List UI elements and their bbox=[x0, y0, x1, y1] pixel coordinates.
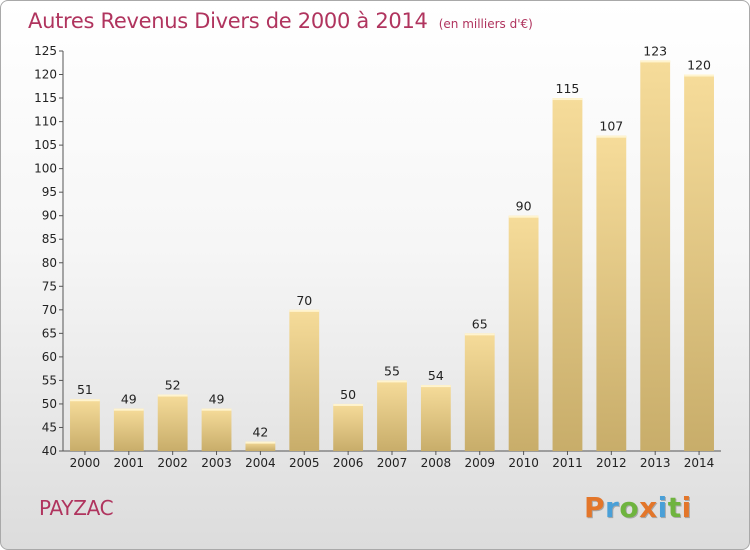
chart-title-row: Autres Revenus Divers de 2000 à 2014 (en… bbox=[28, 9, 533, 33]
bar-top-highlight bbox=[70, 399, 100, 402]
x-tick-label: 2014 bbox=[684, 456, 715, 470]
value-labels-group: 51 49 52 49 42 70 50 55 54 65 90 115 107 123 120 bbox=[77, 43, 711, 439]
y-tick-label: 115 bbox=[34, 91, 57, 105]
data-label: 42 bbox=[252, 425, 268, 440]
bar bbox=[420, 385, 451, 451]
bar-top-highlight bbox=[464, 333, 495, 336]
bar bbox=[552, 98, 583, 451]
y-tick-label: 95 bbox=[42, 185, 57, 199]
y-tick-label: 100 bbox=[34, 162, 57, 176]
x-tick-label: 2010 bbox=[508, 456, 539, 470]
x-tick-label: 2000 bbox=[70, 456, 101, 470]
x-tick-label: 2009 bbox=[464, 456, 495, 470]
x-tick-label: 2007 bbox=[377, 456, 408, 470]
town-name: PAYZAC bbox=[39, 496, 114, 520]
logo-letter: o bbox=[619, 491, 640, 524]
bar-top-highlight bbox=[508, 215, 539, 218]
x-tick-label: 2003 bbox=[201, 456, 232, 470]
x-tick-label: 2013 bbox=[640, 456, 671, 470]
y-tick-label: 125 bbox=[34, 44, 57, 58]
x-tick-label: 2011 bbox=[552, 456, 583, 470]
y-tick-label: 60 bbox=[42, 350, 57, 364]
x-axis: 2000 2001 2002 2003 2004 2005 2006 2007 2008 2009… bbox=[63, 450, 721, 470]
bars-group bbox=[70, 60, 714, 452]
bar bbox=[377, 380, 407, 451]
x-tick-label: 2001 bbox=[114, 456, 145, 470]
bar-top-highlight bbox=[552, 98, 583, 101]
data-label: 70 bbox=[296, 293, 312, 308]
bar bbox=[157, 394, 188, 451]
x-tick-label: 2004 bbox=[245, 456, 276, 470]
bar-top-highlight bbox=[245, 441, 276, 444]
bar bbox=[201, 408, 232, 451]
bar-top-highlight bbox=[157, 394, 188, 397]
y-tick-label: 50 bbox=[42, 397, 57, 411]
y-tick-label: 70 bbox=[42, 303, 57, 317]
data-label: 52 bbox=[165, 378, 181, 393]
logo-letter: x bbox=[639, 491, 658, 524]
data-label: 50 bbox=[340, 387, 356, 402]
bar-top-highlight bbox=[377, 380, 407, 383]
bar-top-highlight bbox=[289, 309, 320, 312]
bar bbox=[333, 403, 364, 451]
proxiti-logo[interactable]: Proxiti bbox=[584, 491, 692, 524]
bar bbox=[508, 215, 539, 451]
data-label: 55 bbox=[384, 363, 400, 378]
bar bbox=[464, 333, 495, 451]
y-tick-label: 85 bbox=[42, 232, 57, 246]
data-label: 115 bbox=[556, 81, 580, 96]
y-tick-label: 75 bbox=[42, 279, 57, 293]
bar bbox=[289, 309, 320, 451]
data-label: 90 bbox=[516, 199, 532, 214]
bar-top-highlight bbox=[201, 408, 232, 411]
bar bbox=[684, 74, 714, 451]
bar-top-highlight bbox=[420, 385, 451, 388]
data-label: 123 bbox=[643, 43, 667, 58]
x-tick-label: 2008 bbox=[421, 456, 452, 470]
data-label: 120 bbox=[687, 58, 711, 73]
logo-letter: t bbox=[667, 491, 682, 524]
y-tick-label: 90 bbox=[42, 209, 57, 223]
y-tick-label: 120 bbox=[34, 68, 57, 82]
logo-letter: r bbox=[605, 491, 620, 524]
x-tick-label: 2012 bbox=[596, 456, 627, 470]
y-tick-label: 45 bbox=[42, 420, 57, 434]
chart-title: Autres Revenus Divers de 2000 à 2014 bbox=[28, 9, 428, 33]
y-tick-label: 110 bbox=[34, 115, 57, 129]
bar-top-highlight bbox=[113, 408, 144, 411]
y-axis: 40 45 50 55 60 65 70 75 80 85 90 95 100 105 110 115 120 1… bbox=[34, 44, 64, 458]
bar bbox=[70, 399, 100, 451]
data-label: 51 bbox=[77, 382, 93, 397]
bar-top-highlight bbox=[333, 403, 364, 406]
bar-top-highlight bbox=[596, 135, 627, 138]
data-label: 107 bbox=[599, 119, 623, 134]
bar-top-highlight bbox=[684, 74, 714, 77]
x-tick-label: 2005 bbox=[289, 456, 320, 470]
x-tick-label: 2002 bbox=[157, 456, 188, 470]
y-tick-label: 55 bbox=[42, 373, 57, 387]
y-tick-label: 105 bbox=[34, 138, 57, 152]
y-tick-label: 40 bbox=[42, 444, 57, 458]
bar bbox=[596, 135, 627, 452]
data-label: 49 bbox=[121, 392, 137, 407]
bar bbox=[113, 408, 144, 451]
chart-subtitle: (en milliers d'€) bbox=[438, 17, 533, 31]
x-tick-label: 2006 bbox=[333, 456, 364, 470]
logo-letter: i bbox=[681, 491, 692, 524]
data-label: 54 bbox=[428, 368, 444, 383]
bar bbox=[640, 60, 671, 451]
logo-letter: i bbox=[657, 491, 668, 524]
data-label: 65 bbox=[472, 316, 488, 331]
logo-letter: P bbox=[584, 491, 606, 524]
bar-top-highlight bbox=[640, 60, 671, 63]
y-tick-label: 80 bbox=[42, 256, 57, 270]
y-tick-label: 65 bbox=[42, 326, 57, 340]
bar bbox=[245, 441, 276, 451]
data-label: 49 bbox=[209, 392, 225, 407]
